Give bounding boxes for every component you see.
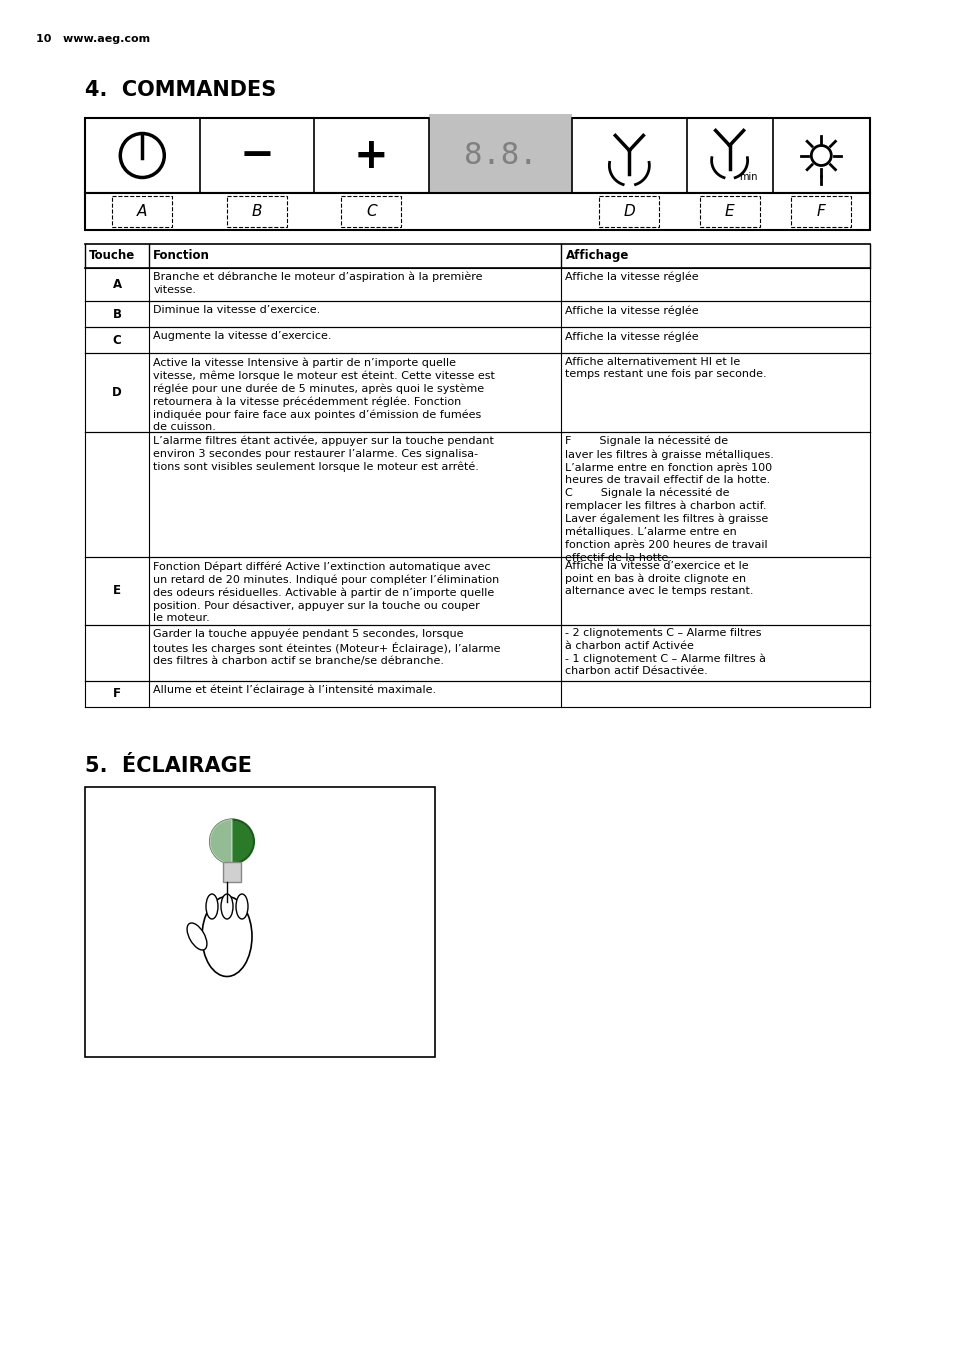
Ellipse shape <box>206 894 218 919</box>
Text: E: E <box>113 584 121 597</box>
Bar <box>85 556 869 624</box>
Text: F: F <box>113 686 121 700</box>
Text: L’alarme filtres étant activée, appuyer sur la touche pendant
environ 3 secondes: L’alarme filtres étant activée, appuyer … <box>153 436 494 473</box>
Text: F        Signale la nécessité de
laver les filtres à graisse métalliques.
L’alar: F Signale la nécessité de laver les filt… <box>565 436 774 563</box>
Text: −: − <box>239 134 274 176</box>
Text: Affiche la vitesse réglée: Affiche la vitesse réglée <box>565 330 699 341</box>
Text: 4.  COMMANDES: 4. COMMANDES <box>85 80 276 100</box>
Text: Augmente la vitesse d’exercice.: Augmente la vitesse d’exercice. <box>153 330 332 341</box>
Text: +: + <box>354 134 389 176</box>
Text: Garder la touche appuyée pendant 5 secondes, lorsque
toutes les charges sont éte: Garder la touche appuyée pendant 5 secon… <box>153 628 500 666</box>
Text: E: E <box>724 204 734 219</box>
Bar <box>227 196 287 227</box>
Bar <box>112 196 172 227</box>
Text: F: F <box>816 204 824 219</box>
Bar <box>790 196 850 227</box>
Bar <box>85 787 435 1056</box>
Bar <box>85 328 869 353</box>
Text: Allume et éteint l’éclairage à l’intensité maximale.: Allume et éteint l’éclairage à l’intensi… <box>153 685 436 695</box>
Text: Affichage: Affichage <box>565 249 628 263</box>
Text: min: min <box>739 172 758 183</box>
Text: Branche et débranche le moteur d’aspiration à la première
vitesse.: Branche et débranche le moteur d’aspirat… <box>153 272 482 295</box>
Text: Active la vitesse Intensive à partir de n’importe quelle
vitesse, même lorsque l: Active la vitesse Intensive à partir de … <box>153 357 495 432</box>
Text: D: D <box>112 386 122 399</box>
Text: Affiche la vitesse réglée: Affiche la vitesse réglée <box>565 272 699 283</box>
Text: Affiche la vitesse d’exercice et le
point en bas à droite clignote en
alternance: Affiche la vitesse d’exercice et le poin… <box>565 561 753 597</box>
Text: Affiche alternativement HI et le
temps restant une fois par seconde.: Affiche alternativement HI et le temps r… <box>565 357 766 379</box>
Text: C: C <box>112 333 121 347</box>
Text: 10   www.aeg.com: 10 www.aeg.com <box>36 34 150 43</box>
Text: - 2 clignotements C – Alarme filtres
à charbon actif Activée
- 1 clignotement C : - 2 clignotements C – Alarme filtres à c… <box>565 628 765 677</box>
Bar <box>85 432 869 556</box>
Circle shape <box>210 819 253 864</box>
Bar <box>85 681 869 707</box>
Ellipse shape <box>235 894 248 919</box>
Ellipse shape <box>187 923 207 951</box>
Text: B: B <box>252 204 262 219</box>
Bar <box>85 353 869 432</box>
Bar <box>341 196 401 227</box>
Ellipse shape <box>221 894 233 919</box>
Text: Fonction Départ différé Active l’extinction automatique avec
un retard de 20 min: Fonction Départ différé Active l’extinct… <box>153 561 499 623</box>
Ellipse shape <box>202 896 252 976</box>
Polygon shape <box>210 819 232 864</box>
Text: Touche: Touche <box>89 249 135 263</box>
Text: A: A <box>112 278 122 291</box>
Bar <box>85 624 869 681</box>
Text: A: A <box>137 204 148 219</box>
Text: 8.8.: 8.8. <box>463 141 537 171</box>
Bar <box>85 301 869 328</box>
Bar <box>428 114 572 194</box>
Text: Affiche la vitesse réglée: Affiche la vitesse réglée <box>565 305 699 315</box>
Text: Fonction: Fonction <box>153 249 210 263</box>
Bar <box>598 196 659 227</box>
Text: Diminue la vitesse d’exercice.: Diminue la vitesse d’exercice. <box>153 305 320 315</box>
Bar <box>223 861 241 881</box>
Text: D: D <box>623 204 635 219</box>
Text: B: B <box>112 307 122 321</box>
Bar <box>85 118 869 194</box>
Bar <box>85 268 869 301</box>
Text: 5.  ÉCLAIRAGE: 5. ÉCLAIRAGE <box>85 757 252 776</box>
Bar <box>699 196 759 227</box>
Bar <box>85 194 869 230</box>
Text: C: C <box>366 204 376 219</box>
